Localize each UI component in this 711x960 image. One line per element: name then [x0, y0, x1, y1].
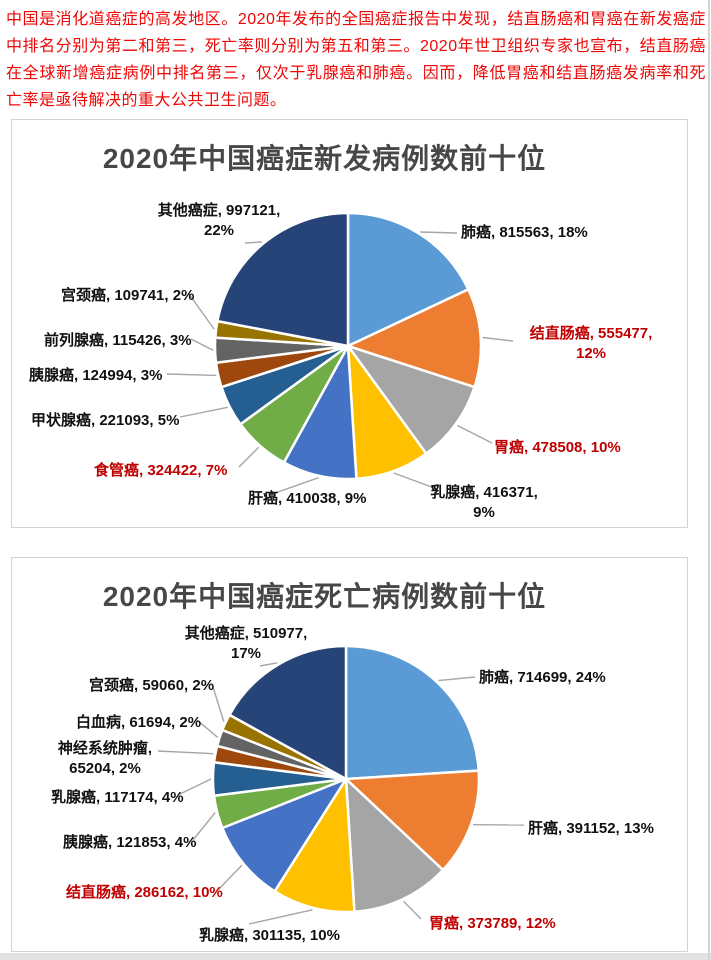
- pie-label-stomach: 胃癌, 373789, 12%: [429, 915, 556, 932]
- leader-line-lung: [438, 676, 476, 682]
- chart-title-new-cases: 2020年中国癌症新发病例数前十位: [102, 143, 547, 174]
- pie-label-thyroid: 甲状腺癌, 221093, 5%: [31, 412, 180, 429]
- pie-slice-stomach: [344, 777, 445, 913]
- pie-label-colorectal: 结直肠癌, 286162, 10%: [66, 884, 223, 901]
- leader-line-cervical: [211, 683, 225, 722]
- pie-label-lung: 肺癌, 714699, 24%: [479, 669, 606, 686]
- pie-label-lung: 肺癌, 815563, 18%: [461, 224, 588, 241]
- pie-label-esophageal: 食管癌, 324422, 7%: [94, 462, 228, 479]
- pie-label-other: 其他癌症, 510977, 17%: [184, 625, 308, 662]
- leader-line-prostate: [190, 338, 214, 351]
- pie-slice-lung: [346, 211, 470, 348]
- bottom-divider: [0, 953, 711, 960]
- leader-line-colorectal: [217, 864, 243, 891]
- pie-slice-stomach: [346, 344, 476, 455]
- leader-line-other: [259, 662, 278, 667]
- leader-line-colorectal: [482, 336, 514, 342]
- pie-label-colorectal: 结直肠癌, 555477, 12%: [529, 325, 653, 362]
- leader-line-nervous-system: [157, 750, 214, 755]
- pie-label-breast: 乳腺癌, 416371, 9%: [430, 484, 538, 521]
- leader-line-thyroid: [179, 406, 228, 418]
- pie-label-breast-lower: 乳腺癌, 301135, 10%: [199, 927, 340, 944]
- pie-slice-liver: [344, 769, 481, 872]
- leader-line-esophageal: [238, 446, 260, 468]
- chart-card-new-cases: 2020年中国癌症新发病例数前十位 肺癌, 815563, 18% 结直肠癌, 5…: [11, 119, 688, 528]
- pie-label-pancreatic: 胰腺癌, 124994, 3%: [29, 367, 163, 384]
- pie-slice-other: [228, 644, 348, 781]
- pie-label-liver: 肝癌, 410038, 9%: [248, 490, 367, 507]
- pie-slice-lung: [344, 644, 480, 781]
- pie-label-leukemia: 白血病, 61694, 2%: [76, 714, 202, 731]
- chart-title-deaths: 2020年中国癌症死亡病例数前十位: [102, 581, 547, 612]
- leader-line-other: [244, 241, 262, 244]
- pie-label-liver: 肝癌, 391152, 13%: [528, 820, 654, 837]
- pie-slice-other: [216, 211, 350, 348]
- pie-chart-deaths: 肺癌, 714699, 24% 肝癌, 391152, 13% 胃癌, 373789…: [12, 558, 687, 951]
- pie-label-nervous-system: 神经系统肿瘤, 65204, 2%: [57, 740, 153, 777]
- leader-line-pancreatic: [166, 373, 217, 377]
- leader-line-stomach: [403, 900, 422, 920]
- page-right-edge: [708, 0, 710, 960]
- pie-slice-colorectal: [346, 288, 483, 389]
- leader-line-liver: [274, 477, 319, 494]
- chart-card-deaths: 2020年中国癌症死亡病例数前十位 肺癌, 714699, 24% 肝癌, 391…: [11, 557, 688, 952]
- leader-line-breast-lower: [248, 909, 313, 925]
- pie-svg: [166, 211, 514, 494]
- leader-line-lung: [420, 231, 458, 234]
- pie-label-breast-upper: 乳腺癌, 117174, 4%: [51, 789, 184, 806]
- pie-slice-colorectal: [221, 777, 348, 893]
- pie-label-prostate: 前列腺癌, 115426, 3%: [44, 332, 192, 349]
- pie-chart-new-cases: 肺癌, 815563, 18% 结直肠癌, 555477, 12% 胃癌, 47850…: [12, 120, 687, 527]
- leader-line-leukemia: [196, 719, 219, 738]
- pie-label-cervical: 宫颈癌, 59060, 2%: [89, 677, 215, 694]
- pie-label-stomach: 胃癌, 478508, 10%: [494, 439, 621, 456]
- leader-line-pancreatic: [192, 812, 216, 841]
- leader-line-cervical: [188, 293, 215, 330]
- leader-line-stomach: [456, 424, 493, 444]
- pie-svg: [157, 644, 525, 925]
- pie-label-cervical: 宫颈癌, 109741, 2%: [61, 287, 195, 304]
- leader-line-breast: [393, 472, 438, 490]
- pie-label-pancreatic: 胰腺癌, 121853, 4%: [63, 834, 197, 851]
- pie-slice-breast-lower: [273, 777, 356, 914]
- leader-line-breast-upper: [177, 778, 212, 796]
- intro-paragraph: 中国是消化道癌症的高发地区。2020年发布的全国癌症报告中发现，结直肠癌和胃癌在…: [6, 11, 706, 109]
- pie-label-other: 其他癌症, 997121, 22%: [157, 202, 281, 239]
